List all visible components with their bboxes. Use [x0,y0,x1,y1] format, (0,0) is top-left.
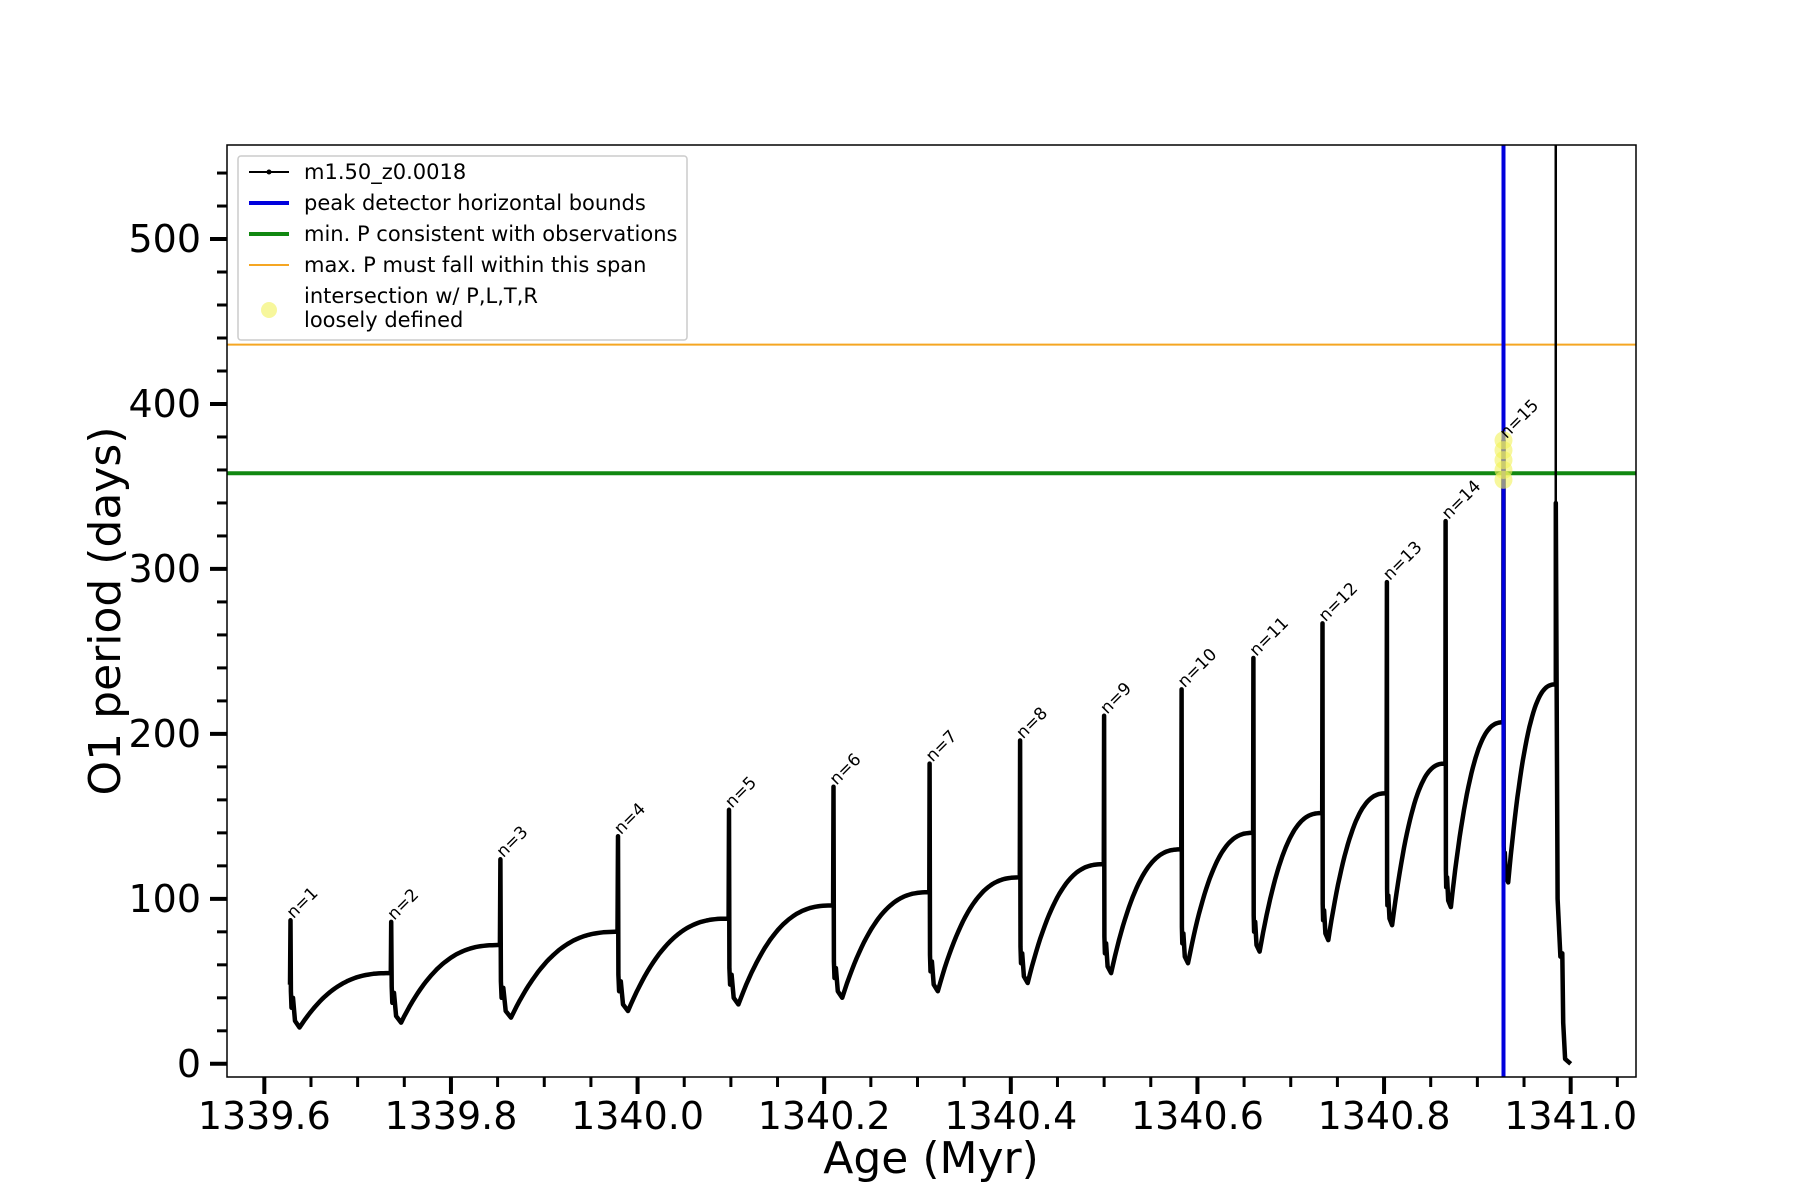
legend-label: max. P must fall within this span [304,253,646,277]
legend-label: peak detector horizontal bounds [304,191,646,215]
legend-entry: m1.50_z0.0018 [249,160,466,185]
series-m1.50_z0.0018 [287,145,1573,1077]
intersection-point [1494,470,1513,489]
x-axis: 1339.6 1339.8 1340.0 1340.2 1340.4 1340.6 1340… [198,1077,1637,1138]
y-axis-title: O1 period (days) [80,427,131,796]
x-tick-label: 1341.0 [1504,1094,1637,1138]
reference-lines [227,145,1636,503]
legend-swatch [261,302,277,318]
legend-label: m1.50_z0.0018 [304,160,466,185]
x-tick-label: 1340.4 [944,1094,1077,1138]
x-tick-label: 1340.8 [1318,1094,1451,1138]
x-tick-label: 1339.8 [384,1094,517,1138]
y-axis: 0 100 200 300 400 500 [128,171,227,1086]
legend-label: intersection w/ P,L,T,R [304,284,538,308]
y-tick-label: 500 [128,217,201,261]
x-tick-label: 1339.6 [198,1094,331,1138]
x-tick-label: 1340.2 [758,1094,891,1138]
x-tick-label: 1340.0 [571,1094,704,1138]
y-tick-label: 100 [128,877,201,921]
series-line [287,438,1573,1066]
legend-entry: min. P consistent with observations [249,222,677,246]
y-tick-label: 400 [128,382,201,426]
legend-frame [237,155,688,341]
legend-marker [266,169,272,175]
legend-label-line2: loosely defined [304,308,463,332]
y-tick-label: 0 [177,1042,201,1086]
legend-entry: peak detector horizontal bounds [249,191,646,215]
legend-entry: max. P must fall within this span [249,253,646,277]
y-tick-label: 300 [128,547,201,591]
x-tick-label: 1340.6 [1131,1094,1264,1138]
legend-label: min. P consistent with observations [304,222,677,246]
y-tick-label: 200 [128,712,201,756]
intersection-highlight [1494,431,1513,489]
plot-frame [226,144,1637,1078]
x-axis-title: Age (Myr) [823,1133,1039,1184]
